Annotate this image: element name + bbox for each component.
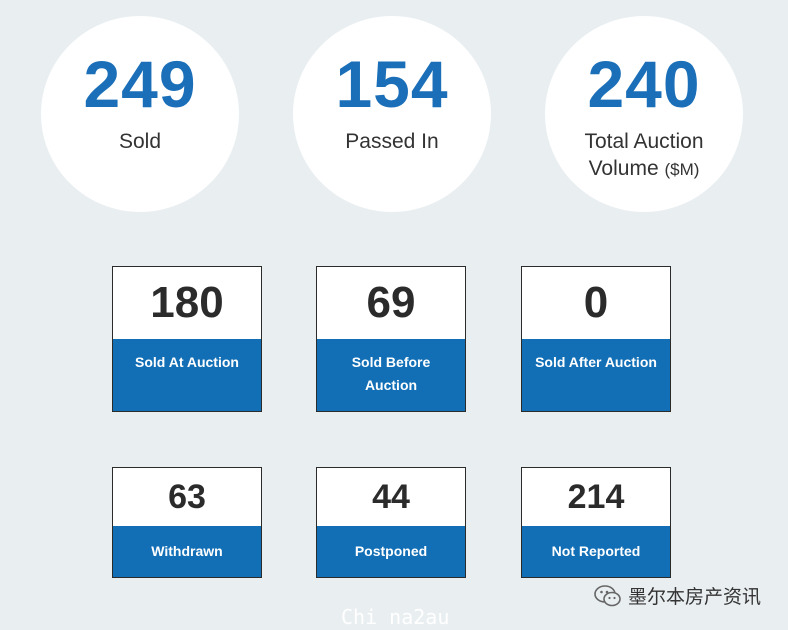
withdrawn-card: 63 Withdrawn <box>112 467 262 578</box>
card-label: Sold At Auction <box>113 339 261 411</box>
wechat-account-name: 墨尔本房产资讯 <box>628 587 762 608</box>
auction-volume-stat-circle: 240 Total Auction Volume ($M) <box>545 16 743 212</box>
card-label: Not Reported <box>522 526 670 577</box>
passed-in-stat-circle: 154 Passed In <box>293 16 491 212</box>
card-label: Withdrawn <box>113 526 261 577</box>
card-label: Sold Before Auction <box>317 339 465 411</box>
card-label: Sold After Auction <box>522 339 670 411</box>
postponed-card: 44 Postponed <box>316 467 466 578</box>
card-value: 69 <box>366 278 416 327</box>
card-value: 44 <box>372 477 410 516</box>
sold-stat-circle: 249 Sold <box>41 16 239 212</box>
sold-label: Sold <box>118 130 162 153</box>
sold-count: 249 <box>83 47 197 121</box>
auction-volume-label-text: Total Auction Volume <box>584 130 704 180</box>
watermark-text: Chi na2au <box>341 605 450 629</box>
auction-volume-label: Total Auction Volume ($M) <box>569 128 719 183</box>
passed-in-label: Passed In <box>345 130 439 153</box>
wechat-icon <box>594 584 621 606</box>
auction-volume-unit: ($M) <box>664 160 700 179</box>
card-label: Postponed <box>317 526 465 577</box>
card-value: 180 <box>150 278 224 327</box>
sold-after-auction-card: 0 Sold After Auction <box>521 266 671 412</box>
auction-volume-value: 240 <box>587 47 701 121</box>
card-value: 214 <box>567 477 625 516</box>
passed-in-count: 154 <box>335 47 449 121</box>
sold-before-auction-card: 69 Sold Before Auction <box>316 266 466 412</box>
card-value: 0 <box>583 278 609 327</box>
card-value: 63 <box>168 477 206 516</box>
not-reported-card: 214 Not Reported <box>521 467 671 578</box>
sold-at-auction-card: 180 Sold At Auction <box>112 266 262 412</box>
wechat-account-badge: 墨尔本房产资讯 <box>594 582 761 609</box>
